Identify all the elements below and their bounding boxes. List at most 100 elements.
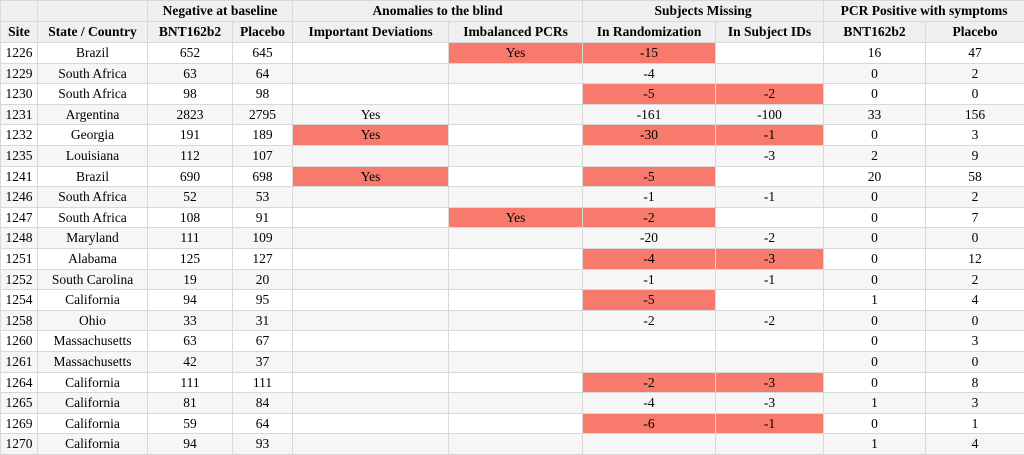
missing-in-randomization-cell: -4 [582, 392, 717, 414]
baseline-bnt162b2-cell: 191 [147, 124, 233, 146]
important-deviations-cell [292, 42, 450, 64]
state-country-cell: South Carolina [37, 268, 148, 291]
pcr-positive-placebo-cell: 156 [925, 103, 1024, 126]
pcr-positive-placebo-cell: 2 [925, 186, 1024, 208]
table-row: 1247 South Africa 108 91 Yes -2 0 7 [0, 206, 1024, 229]
pcr-positive-placebo-cell: 0 [925, 350, 1024, 373]
missing-in-subject-ids-cell [715, 350, 825, 373]
table-row: 1248 Maryland 111 109 -20 -2 0 0 [0, 227, 1024, 249]
missing-in-randomization-cell: -6 [582, 412, 717, 435]
site-cell: 1260 [0, 330, 38, 352]
missing-in-subject-ids-cell [715, 42, 825, 64]
pcr-positive-bnt162b2-cell: 1 [823, 289, 927, 311]
site-cell: 1261 [0, 350, 38, 373]
state-country-cell: South Africa [37, 83, 148, 105]
pcr-positive-bnt162b2-cell: 0 [823, 124, 927, 146]
group-header-row: Negative at baseline Anomalies to the bl… [0, 0, 1024, 22]
baseline-placebo-cell: 84 [231, 392, 294, 414]
site-cell: 1248 [0, 227, 38, 249]
table-body: 1226 Brazil 652 645 Yes -15 16 47 1229 S… [0, 42, 1024, 455]
missing-in-randomization-cell [582, 350, 717, 373]
pcr-positive-bnt162b2-cell: 0 [823, 186, 927, 208]
missing-in-randomization-cell: -1 [582, 186, 717, 208]
missing-in-randomization-cell [582, 144, 717, 167]
table-row: 1235 Louisiana 112 107 -3 2 9 [0, 144, 1024, 167]
pcr-positive-placebo-cell: 8 [925, 371, 1024, 394]
pcr-positive-bnt162b2-cell: 1 [823, 433, 927, 455]
state-country-cell: California [37, 412, 148, 435]
imbalanced-pcrs-cell: Yes [448, 42, 584, 64]
missing-in-subject-ids-cell [715, 206, 825, 229]
state-country-cell: South Africa [37, 186, 148, 208]
missing-in-subject-ids-cell [715, 62, 825, 85]
pcr-positive-placebo-cell: 7 [925, 206, 1024, 229]
state-country-cell: Brazil [37, 165, 148, 188]
baseline-placebo-cell: 109 [231, 227, 294, 249]
state-country-cell: South Africa [37, 206, 148, 229]
pcr-positive-bnt162b2-cell: 0 [823, 83, 927, 105]
table-row: 1265 California 81 84 -4 -3 1 3 [0, 392, 1024, 414]
baseline-bnt162b2-cell: 111 [147, 371, 233, 394]
site-cell: 1226 [0, 42, 38, 64]
imbalanced-pcrs-cell [448, 392, 584, 414]
imbalanced-pcrs-cell: Yes [448, 206, 584, 229]
pcr-positive-placebo-cell: 0 [925, 83, 1024, 105]
site-cell: 1230 [0, 83, 38, 105]
state-country-cell: Argentina [37, 103, 148, 126]
pcr-positive-bnt162b2-cell: 0 [823, 62, 927, 85]
imbalanced-pcrs-cell [448, 247, 584, 270]
site-cell: 1231 [0, 103, 38, 126]
state-country-cell: California [37, 371, 148, 394]
imbalanced-pcrs-cell [448, 309, 584, 332]
missing-in-randomization-cell [582, 433, 717, 455]
important-deviations-cell [292, 371, 450, 394]
group-header-pcr-positive-with-symptoms: PCR Positive with symptoms [823, 0, 1024, 22]
column-header-imbalanced-pcrs: Imbalanced PCRs [448, 21, 584, 43]
column-header-in-subject-ids: In Subject IDs [715, 21, 825, 43]
site-cell: 1232 [0, 124, 38, 146]
column-header-site: Site [0, 21, 38, 43]
pcr-positive-bnt162b2-cell: 0 [823, 268, 927, 291]
baseline-placebo-cell: 189 [231, 124, 294, 146]
baseline-placebo-cell: 98 [231, 83, 294, 105]
pcr-positive-placebo-cell: 3 [925, 330, 1024, 352]
missing-in-subject-ids-cell: -3 [715, 392, 825, 414]
baseline-bnt162b2-cell: 33 [147, 309, 233, 332]
missing-in-randomization-cell: -1 [582, 268, 717, 291]
pcr-positive-bnt162b2-cell: 1 [823, 392, 927, 414]
imbalanced-pcrs-cell [448, 83, 584, 105]
baseline-bnt162b2-cell: 652 [147, 42, 233, 64]
important-deviations-cell [292, 186, 450, 208]
missing-in-subject-ids-cell: -1 [715, 124, 825, 146]
state-country-cell: Brazil [37, 42, 148, 64]
site-cell: 1254 [0, 289, 38, 311]
missing-in-randomization-cell: -2 [582, 309, 717, 332]
table-row: 1252 South Carolina 19 20 -1 -1 0 2 [0, 268, 1024, 291]
site-cell: 1247 [0, 206, 38, 229]
missing-in-randomization-cell: -2 [582, 206, 717, 229]
table-row: 1254 California 94 95 -5 1 4 [0, 289, 1024, 311]
important-deviations-cell [292, 392, 450, 414]
missing-in-subject-ids-cell [715, 289, 825, 311]
important-deviations-cell: Yes [292, 165, 450, 188]
missing-in-randomization-cell [582, 330, 717, 352]
missing-in-subject-ids-cell: -2 [715, 83, 825, 105]
state-country-cell: California [37, 392, 148, 414]
table-row: 1241 Brazil 690 698 Yes -5 20 58 [0, 165, 1024, 188]
baseline-placebo-cell: 64 [231, 62, 294, 85]
table-row: 1261 Massachusetts 42 37 0 0 [0, 350, 1024, 373]
baseline-placebo-cell: 2795 [231, 103, 294, 126]
pcr-positive-bnt162b2-cell: 0 [823, 371, 927, 394]
pcr-positive-bnt162b2-cell: 0 [823, 309, 927, 332]
pcr-positive-placebo-cell: 2 [925, 268, 1024, 291]
imbalanced-pcrs-cell [448, 124, 584, 146]
important-deviations-cell [292, 350, 450, 373]
missing-in-subject-ids-cell: -1 [715, 412, 825, 435]
pcr-positive-placebo-cell: 1 [925, 412, 1024, 435]
imbalanced-pcrs-cell [448, 268, 584, 291]
table-row: 1246 South Africa 52 53 -1 -1 0 2 [0, 186, 1024, 208]
pcr-positive-bnt162b2-cell: 0 [823, 350, 927, 373]
pcr-positive-bnt162b2-cell: 20 [823, 165, 927, 188]
site-cell: 1251 [0, 247, 38, 270]
missing-in-subject-ids-cell: -2 [715, 227, 825, 249]
